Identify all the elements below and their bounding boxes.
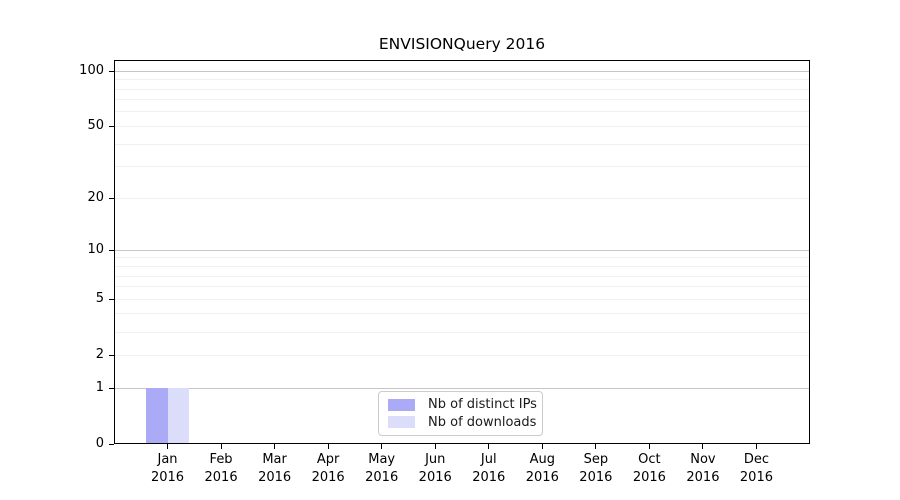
minor-gridline-y-9 <box>115 257 809 259</box>
x-tick-mar <box>274 444 276 449</box>
legend-item-downloads: Nb of downloads <box>388 414 537 430</box>
minor-gridline-y-30 <box>115 166 809 168</box>
y-tick-label-1: 1 <box>95 380 104 395</box>
x-tick-month: May <box>368 452 396 467</box>
x-tick-may <box>381 444 383 449</box>
plot-area-border <box>114 60 810 444</box>
x-tick-jul <box>488 444 490 449</box>
minor-gridline-y-3 <box>115 331 809 333</box>
x-tick-month: Feb <box>209 452 233 467</box>
x-tick-aug <box>541 444 543 449</box>
x-tick-label-oct: Oct 2016 <box>621 451 677 486</box>
x-tick-year: 2016 <box>418 469 452 485</box>
x-tick-label-nov: Nov 2016 <box>675 451 731 486</box>
x-tick-label-sep: Sep 2016 <box>568 451 624 486</box>
y-tick-5 <box>109 298 114 300</box>
y-tick-0 <box>109 443 114 445</box>
y-tick-10 <box>109 249 114 251</box>
x-tick-year: 2016 <box>472 469 506 485</box>
x-tick-month: Apr <box>316 452 340 467</box>
x-tick-jan <box>167 444 169 449</box>
minor-gridline-y-60 <box>115 111 809 113</box>
minor-gridline-y-8 <box>115 266 809 267</box>
x-tick-nov <box>702 444 704 449</box>
minor-gridline-y-6 <box>115 286 809 288</box>
x-tick-oct <box>648 444 650 449</box>
x-tick-label-mar: Mar 2016 <box>247 451 303 486</box>
y-tick-100 <box>109 70 114 72</box>
y-tick-2 <box>109 354 114 356</box>
x-tick-month: Sep <box>583 452 609 467</box>
minor-gridline-y-4 <box>115 313 809 315</box>
chart-title: ENVISIONQuery 2016 <box>378 35 546 53</box>
x-tick-year: 2016 <box>686 469 720 485</box>
x-tick-year: 2016 <box>579 469 613 485</box>
x-tick-month: Dec <box>743 452 770 467</box>
minor-gridline-y-80 <box>115 88 809 90</box>
minor-gridline-y-5 <box>115 298 809 300</box>
major-gridline-y-1 <box>115 387 809 389</box>
y-tick-20 <box>109 197 114 199</box>
minor-gridline-y-70 <box>115 99 809 101</box>
x-tick-sep <box>595 444 597 449</box>
x-tick-label-jul: Jul 2016 <box>461 451 517 486</box>
y-tick-label-0: 0 <box>95 436 104 451</box>
major-gridline-y-100 <box>115 70 809 72</box>
legend-swatch-distinct-ips-icon <box>388 398 415 411</box>
x-tick-label-jun: Jun 2016 <box>407 451 463 486</box>
x-tick-year: 2016 <box>311 469 345 485</box>
x-tick-year: 2016 <box>525 469 559 485</box>
y-tick-1 <box>109 387 114 389</box>
x-tick-label-jan: Jan 2016 <box>140 451 196 486</box>
legend-label-downloads: Nb of downloads <box>428 414 537 430</box>
x-tick-month: Aug <box>529 452 555 467</box>
x-tick-month: Jul <box>480 452 497 467</box>
x-tick-label-aug: Aug 2016 <box>514 451 570 486</box>
x-tick-year: 2016 <box>150 469 185 485</box>
x-tick-year: 2016 <box>365 469 399 485</box>
x-tick-month: Oct <box>638 452 661 467</box>
x-tick-apr <box>327 444 329 449</box>
y-tick-label-100: 100 <box>79 63 104 79</box>
y-tick-label-2: 2 <box>95 347 104 363</box>
x-tick-year: 2016 <box>258 469 292 485</box>
y-tick-50 <box>109 125 114 127</box>
y-tick-label-5: 5 <box>95 291 104 307</box>
major-gridline-y-10 <box>115 249 809 251</box>
x-tick-month: Mar <box>262 452 287 467</box>
x-tick-month: Nov <box>690 452 716 467</box>
minor-gridline-y-50 <box>115 125 809 127</box>
x-tick-year: 2016 <box>204 469 238 485</box>
minor-gridline-y-40 <box>115 143 809 145</box>
x-tick-label-may: May 2016 <box>354 451 410 486</box>
legend-item-distinct-ips: Nb of distinct IPs <box>388 397 537 412</box>
bar-jan-series-1 <box>167 388 190 443</box>
bar-jan-series-0 <box>146 388 168 443</box>
x-tick-dec <box>755 444 757 449</box>
x-tick-month: Jan <box>157 452 178 467</box>
x-tick-month: Jun <box>425 452 446 467</box>
x-tick-label-apr: Apr 2016 <box>300 451 356 486</box>
minor-gridline-y-2 <box>115 354 809 356</box>
minor-gridline-y-7 <box>115 275 809 277</box>
legend: Nb of distinct IPs Nb of downloads <box>378 391 543 436</box>
x-tick-feb <box>220 444 222 449</box>
x-tick-jun <box>434 444 436 449</box>
y-tick-label-10: 10 <box>87 242 104 258</box>
legend-swatch-downloads-icon <box>388 416 415 429</box>
y-tick-label-50: 50 <box>87 118 104 134</box>
minor-gridline-y-20 <box>115 197 809 199</box>
x-tick-label-feb: Feb 2016 <box>193 451 249 486</box>
x-tick-year: 2016 <box>632 469 666 485</box>
x-tick-year: 2016 <box>739 469 773 485</box>
x-tick-label-dec: Dec 2016 <box>728 451 784 486</box>
minor-gridline-y-90 <box>115 79 809 81</box>
y-tick-label-20: 20 <box>87 190 104 206</box>
legend-label-distinct-ips: Nb of distinct IPs <box>428 397 537 413</box>
